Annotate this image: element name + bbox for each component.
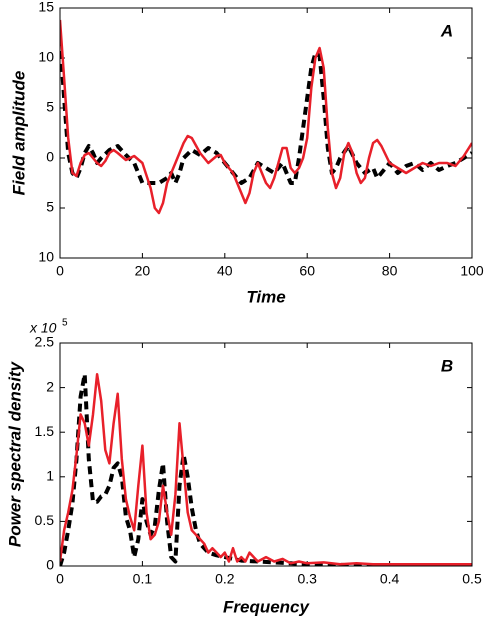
- y-tick-label: 0.5: [35, 512, 55, 528]
- y-tick-label: 10: [38, 249, 54, 265]
- series-line: [60, 37, 472, 185]
- series-line: [60, 19, 472, 215]
- x-tick-label: 80: [382, 263, 398, 279]
- x-tick-label: 0.4: [380, 571, 400, 587]
- x-tick-label: 0.3: [297, 571, 317, 587]
- x-tick-label: 0.5: [462, 571, 482, 587]
- x-axis-label: Frequency: [223, 597, 311, 616]
- y-tick-label: 1: [46, 468, 54, 484]
- y-tick-label: 2.5: [35, 334, 55, 350]
- series-line: [60, 372, 472, 566]
- multiplier-exponent: 5: [62, 318, 68, 329]
- x-tick-label: 0.1: [133, 571, 153, 587]
- plot-frame: [59, 7, 473, 259]
- panel-label: B: [441, 356, 453, 375]
- x-tick-label: 100: [460, 263, 484, 279]
- x-tick-label: 0: [56, 571, 64, 587]
- y-tick-label: 15: [38, 0, 54, 15]
- plot-frame: [59, 342, 473, 567]
- y-tick-label: 5: [46, 199, 54, 215]
- y-tick-label: 2: [46, 378, 54, 394]
- y-tick-label: 0: [46, 149, 54, 165]
- x-tick-label: 0.2: [215, 571, 235, 587]
- y-tick-label: 10: [38, 49, 54, 65]
- y-axis-label: Field amplitude: [9, 71, 28, 196]
- series-line: [60, 372, 472, 566]
- panel-label: A: [440, 21, 453, 40]
- multiplier: x 10: [29, 320, 57, 336]
- y-tick-label: 0: [46, 557, 54, 573]
- x-axis-label: Time: [246, 287, 285, 306]
- y-axis-label: Power spectral density: [5, 360, 24, 547]
- y-tick-label: 5: [46, 99, 54, 115]
- x-tick-label: 40: [217, 263, 233, 279]
- x-tick-label: 20: [135, 263, 151, 279]
- x-tick-label: 60: [299, 263, 315, 279]
- y-tick-label: 1.5: [35, 423, 55, 439]
- x-tick-label: 0: [56, 263, 64, 279]
